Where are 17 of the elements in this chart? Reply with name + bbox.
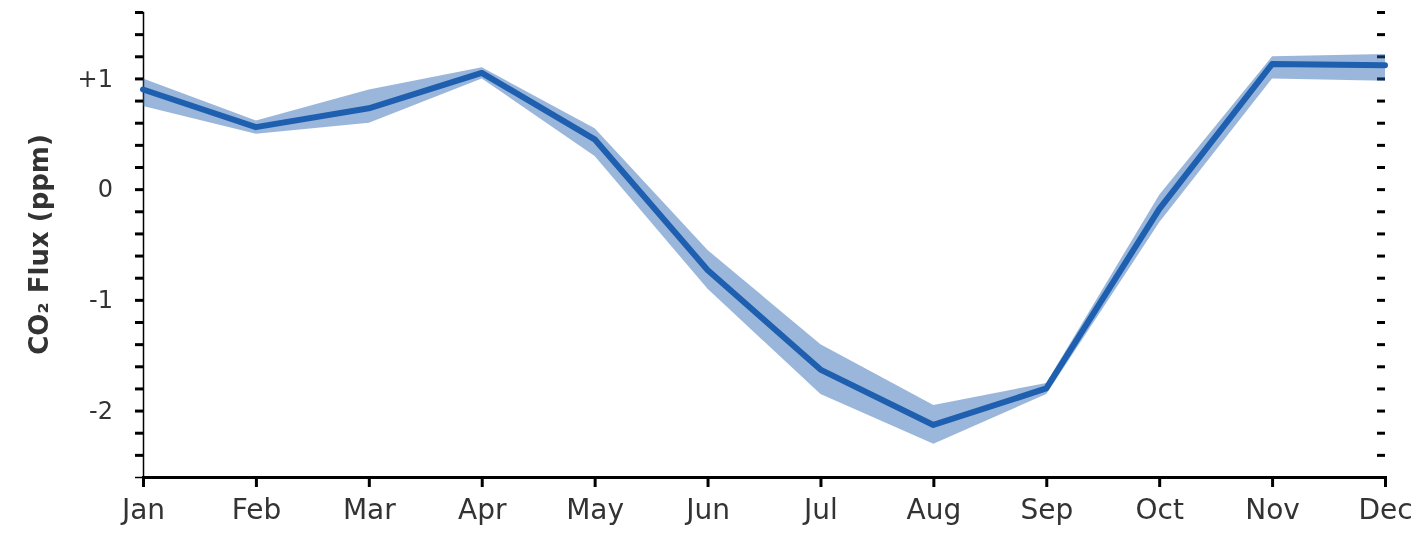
x-tick-label: Oct	[1135, 492, 1184, 526]
x-tick-label: Dec	[1358, 492, 1413, 526]
x-tick-label: Apr	[458, 492, 507, 526]
y-tick-label: -2	[89, 396, 113, 425]
x-tick-label: Feb	[231, 492, 282, 526]
y-tick-label: +1	[77, 64, 113, 93]
x-tick-label: Jun	[684, 492, 730, 526]
x-tick-label: Jul	[802, 492, 838, 526]
x-tick-label: Jan	[119, 492, 166, 526]
x-tick-label: Nov	[1245, 492, 1300, 526]
x-tick-label: Mar	[342, 492, 397, 526]
x-tick-label: May	[566, 492, 625, 526]
x-tick-label: Sep	[1020, 492, 1074, 526]
y-tick-label: -1	[89, 286, 113, 315]
y-axis-title: CO₂ Flux (ppm)	[24, 134, 54, 355]
y-tick-label: 0	[97, 175, 113, 204]
x-tick-label: Aug	[906, 492, 962, 526]
